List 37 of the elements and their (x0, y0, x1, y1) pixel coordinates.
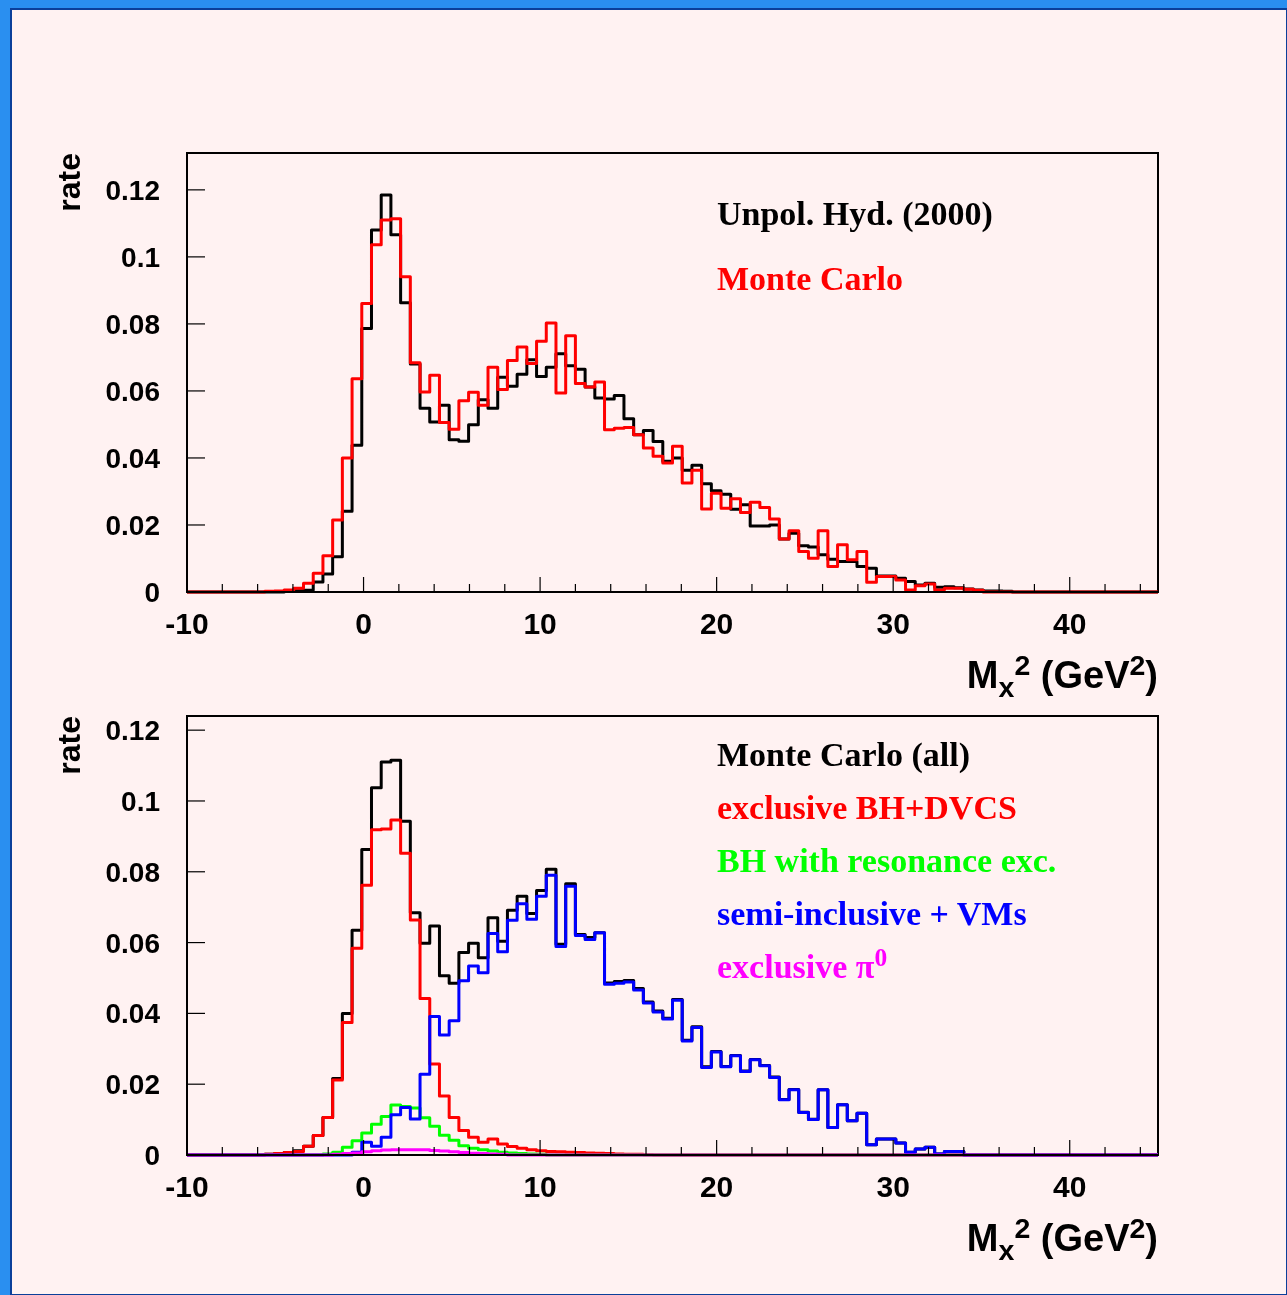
x-tick-label: 40 (1053, 607, 1087, 640)
y-tick-label: 0.02 (105, 1069, 160, 1101)
y-axis-title: rate (51, 716, 87, 775)
y-tick-label: 0.12 (105, 715, 160, 747)
x-tick-label: 20 (699, 1170, 734, 1203)
x-tick-label: 30 (876, 607, 910, 640)
y-tick-label: 0.04 (105, 998, 161, 1030)
x-tick-label: -10 (165, 607, 209, 640)
x-tick-label: 30 (876, 1170, 910, 1203)
y-tick-label: 0.12 (105, 174, 160, 206)
text: exclusive BH+DVCS (717, 789, 1017, 826)
y-tick-label: 0 (144, 577, 160, 608)
x-tick-label: 40 (1053, 1170, 1087, 1203)
text: exclusive π$^{0}$ (717, 943, 888, 985)
y-tick-label: 0.04 (105, 442, 161, 474)
text: BH with resonance exc. (717, 842, 1057, 879)
y-tick-label: 0.08 (105, 856, 160, 888)
y-tick-label: 0.08 (105, 308, 160, 340)
x-tick-label: -10 (165, 1170, 209, 1203)
y-tick-label: 0.1 (121, 785, 160, 817)
x-tick-label: 10 (523, 1170, 557, 1203)
text: Monte Carlo (717, 260, 904, 297)
text: Monte Carlo (all) (717, 736, 971, 774)
y-tick-label: 0 (144, 1140, 160, 1171)
x-tick-label: 20 (699, 607, 734, 640)
text: Unpol. Hyd. (2000) (717, 195, 993, 233)
y-tick-label: 0.06 (105, 375, 160, 407)
x-axis-title: M$_{x}$$^{2}$ (GeV$^{2}$) (966, 648, 1158, 703)
x-tick-label: 0 (355, 607, 372, 640)
x-axis-title: M$_{x}$$^{2}$ (GeV$^{2}$) (966, 1211, 1158, 1266)
y-tick-label: 0.06 (105, 927, 160, 959)
x-tick-label: 10 (523, 607, 557, 640)
y-axis-title: rate (51, 153, 87, 212)
x-tick-label: 0 (355, 1170, 372, 1203)
y-tick-label: 0.02 (105, 509, 160, 541)
text: semi-inclusive + VMs (717, 895, 1027, 932)
y-tick-label: 0.1 (121, 241, 160, 273)
